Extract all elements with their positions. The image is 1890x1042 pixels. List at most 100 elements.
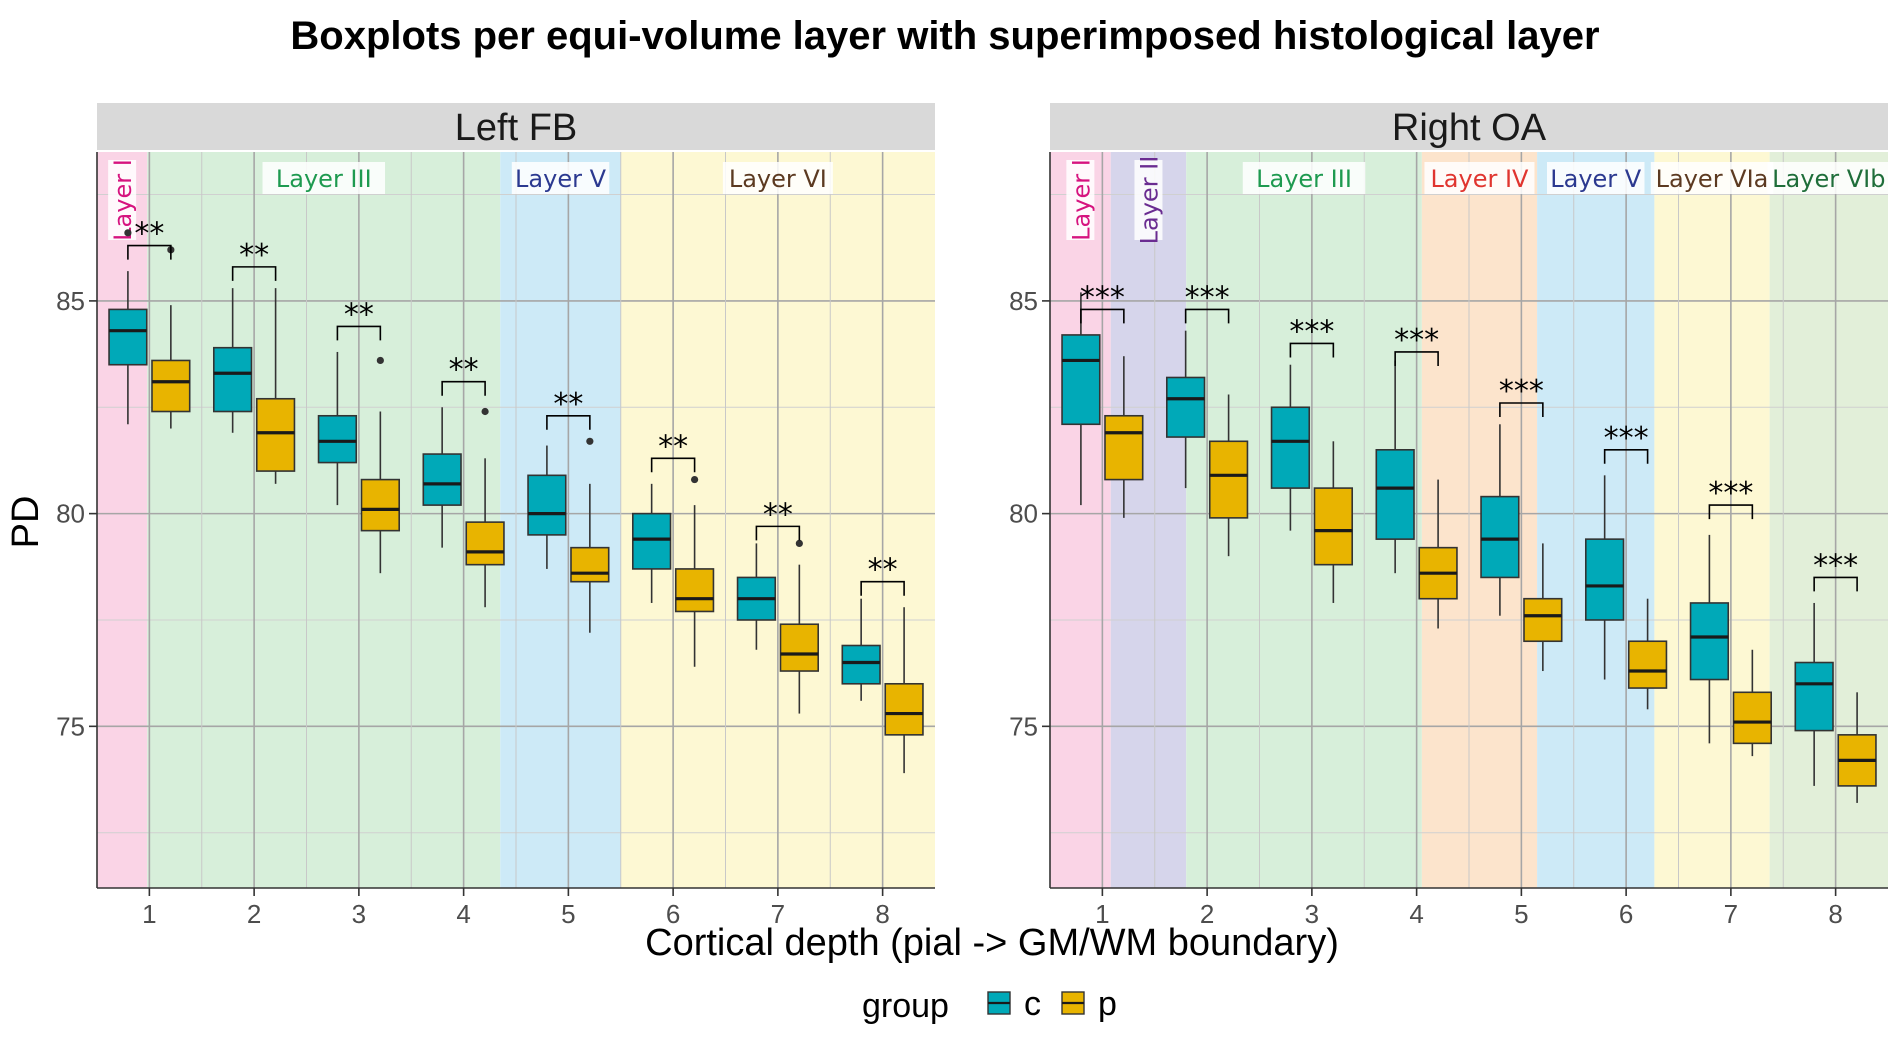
significance-bracket: ** bbox=[441, 353, 486, 396]
y-tick-label: 75 bbox=[56, 711, 85, 741]
box-iqr bbox=[151, 359, 191, 413]
x-tick-label: 2 bbox=[247, 899, 261, 929]
box-iqr bbox=[1165, 376, 1206, 438]
layer-band bbox=[147, 152, 501, 888]
box-iqr bbox=[884, 682, 924, 736]
facet-strip bbox=[1050, 103, 1888, 150]
box-c bbox=[841, 598, 881, 701]
outlier-point bbox=[481, 407, 489, 416]
box-iqr bbox=[1270, 406, 1311, 489]
significance-label: ** bbox=[658, 429, 688, 464]
facet-strip bbox=[97, 103, 935, 150]
box-p bbox=[1627, 598, 1668, 710]
box-c bbox=[527, 445, 567, 569]
box-iqr bbox=[360, 478, 401, 532]
box-iqr bbox=[108, 308, 148, 366]
box-p bbox=[884, 607, 924, 774]
box-c bbox=[108, 229, 148, 425]
box-c bbox=[1165, 330, 1206, 489]
layer-label: Layer VI bbox=[729, 165, 827, 193]
y-tick-label: 80 bbox=[1009, 499, 1038, 529]
layer-label-bg bbox=[722, 162, 833, 194]
x-tick-label: 6 bbox=[1619, 899, 1633, 929]
box-iqr bbox=[674, 568, 715, 613]
layer-label: Layer I bbox=[109, 159, 137, 241]
significance-label: *** bbox=[1604, 421, 1649, 456]
significance-bracket: ** bbox=[860, 553, 905, 596]
significance-line bbox=[860, 580, 905, 596]
box-c bbox=[1584, 475, 1625, 680]
box-p bbox=[1418, 479, 1458, 629]
significance-bracket: ** bbox=[336, 297, 382, 341]
significance-line bbox=[1708, 504, 1754, 520]
box-c bbox=[1375, 360, 1415, 574]
significance-label: ** bbox=[763, 497, 793, 532]
x-tick-label: 3 bbox=[352, 899, 366, 929]
outlier-point bbox=[690, 475, 699, 484]
box-iqr bbox=[1208, 440, 1249, 519]
legend-label: p bbox=[1098, 985, 1117, 1023]
layer-label: Layer V bbox=[515, 165, 607, 193]
box-iqr bbox=[1689, 602, 1730, 681]
layer-label-bg bbox=[1242, 162, 1366, 194]
x-tick-label: 7 bbox=[1724, 899, 1738, 929]
box-p bbox=[1313, 441, 1354, 603]
significance-line bbox=[127, 244, 172, 260]
significance-label: ** bbox=[239, 238, 269, 273]
legend-item: p bbox=[1061, 985, 1117, 1023]
box-iqr bbox=[255, 397, 296, 472]
layer-label: Layer III bbox=[1256, 165, 1352, 193]
box-iqr bbox=[212, 346, 253, 413]
x-tick-label: 8 bbox=[875, 899, 889, 929]
box-c bbox=[1794, 602, 1834, 786]
box-iqr bbox=[422, 453, 462, 506]
significance-bracket: *** bbox=[1708, 476, 1754, 520]
layer-label: Layer V bbox=[1550, 165, 1642, 193]
significance-line bbox=[1080, 308, 1125, 324]
box-iqr bbox=[1732, 691, 1773, 745]
facet-strip-label: Right OA bbox=[1392, 107, 1547, 149]
box-iqr bbox=[465, 521, 505, 566]
layer-label-bg bbox=[1546, 162, 1645, 194]
layer-label-bg bbox=[262, 162, 386, 194]
significance-line bbox=[231, 266, 277, 281]
box-iqr bbox=[1480, 495, 1520, 579]
significance-label: *** bbox=[1499, 374, 1544, 409]
significance-line bbox=[546, 414, 591, 430]
facet-panels: Left FB Layer I Layer III Layer V Layer VI **… bbox=[56, 103, 1890, 929]
box-c bbox=[736, 543, 777, 650]
box-c bbox=[1270, 364, 1311, 531]
layer-label-bg bbox=[511, 162, 610, 194]
legend-item: c bbox=[987, 985, 1041, 1023]
box-c bbox=[1061, 292, 1101, 506]
y-tick-label: 75 bbox=[1009, 711, 1038, 741]
outlier-point bbox=[795, 539, 803, 547]
layer-band bbox=[1654, 152, 1770, 888]
layer-label-bg bbox=[1767, 162, 1890, 194]
x-tick-label: 1 bbox=[1095, 899, 1109, 929]
layer-label-bg bbox=[1424, 162, 1535, 194]
significance-bracket: ** bbox=[650, 429, 696, 473]
x-tick-label: 2 bbox=[1200, 899, 1214, 929]
facet-strip-label: Left FB bbox=[455, 107, 578, 149]
box-iqr bbox=[527, 474, 567, 536]
y-tick-label: 80 bbox=[56, 499, 85, 529]
layer-label: Layer VIa bbox=[1656, 165, 1769, 193]
box-c bbox=[1689, 534, 1730, 744]
y-tick-label: 85 bbox=[56, 286, 85, 316]
box-iqr bbox=[779, 623, 820, 672]
legend-title: group bbox=[862, 987, 949, 1025]
x-tick-label: 3 bbox=[1305, 899, 1319, 929]
x-tick-label: 7 bbox=[771, 899, 785, 929]
box-iqr bbox=[1794, 661, 1834, 732]
box-p bbox=[1208, 394, 1249, 557]
box-c bbox=[212, 288, 253, 433]
box-p bbox=[1732, 649, 1773, 757]
box-iqr bbox=[1061, 334, 1101, 426]
box-iqr bbox=[1584, 538, 1625, 621]
significance-line bbox=[1289, 342, 1335, 358]
significance-label: *** bbox=[1813, 548, 1858, 583]
outlier-point bbox=[586, 437, 594, 445]
significance-label: ** bbox=[134, 217, 164, 252]
